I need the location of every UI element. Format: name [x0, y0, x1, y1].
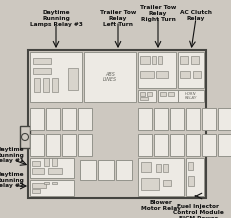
- Bar: [68, 68, 78, 90]
- Bar: [30, 52, 82, 102]
- Bar: [140, 56, 150, 64]
- Bar: [188, 176, 194, 186]
- Bar: [140, 92, 145, 96]
- Bar: [34, 78, 40, 92]
- Bar: [44, 182, 49, 184]
- Bar: [138, 52, 176, 88]
- Bar: [138, 158, 184, 196]
- Bar: [186, 134, 200, 156]
- Bar: [30, 134, 44, 156]
- Bar: [30, 180, 74, 196]
- Bar: [152, 56, 156, 64]
- Bar: [170, 108, 184, 130]
- Bar: [168, 92, 174, 96]
- Bar: [78, 108, 92, 130]
- Bar: [30, 158, 74, 178]
- Bar: [158, 56, 162, 64]
- Bar: [156, 71, 168, 78]
- Bar: [186, 158, 204, 196]
- Text: AC Clutch
Relay: AC Clutch Relay: [180, 10, 212, 21]
- Bar: [44, 158, 49, 166]
- Text: HORN
RELAY: HORN RELAY: [185, 92, 197, 100]
- Bar: [141, 162, 151, 172]
- Bar: [163, 180, 171, 186]
- Bar: [138, 108, 152, 130]
- Bar: [43, 78, 49, 92]
- Bar: [78, 134, 92, 156]
- Bar: [48, 168, 62, 174]
- Bar: [138, 134, 152, 156]
- Text: Daytime
Running
Lamps Relay #2: Daytime Running Lamps Relay #2: [0, 172, 24, 188]
- Bar: [202, 134, 216, 156]
- Text: ABS
LINES: ABS LINES: [103, 72, 117, 82]
- Bar: [33, 58, 51, 64]
- Bar: [180, 56, 188, 64]
- Text: Daytime
Running
Lamps Relay #1: Daytime Running Lamps Relay #1: [0, 147, 24, 163]
- Bar: [28, 50, 206, 198]
- Bar: [84, 52, 136, 102]
- Bar: [32, 189, 40, 193]
- Bar: [32, 183, 46, 188]
- Bar: [62, 134, 76, 156]
- Bar: [33, 68, 51, 74]
- Circle shape: [21, 133, 28, 140]
- Bar: [188, 162, 193, 170]
- Bar: [138, 90, 156, 102]
- Bar: [80, 160, 96, 180]
- Bar: [191, 56, 199, 64]
- Bar: [180, 71, 190, 78]
- Bar: [154, 108, 168, 130]
- Bar: [52, 78, 58, 92]
- Text: Daytime
Running
Lamps Relay #3: Daytime Running Lamps Relay #3: [30, 10, 82, 27]
- Bar: [158, 90, 178, 102]
- Bar: [98, 160, 114, 180]
- Bar: [20, 126, 30, 148]
- Bar: [147, 92, 152, 96]
- Bar: [186, 108, 200, 130]
- Text: Trailer Tow
Relay
Right Turn: Trailer Tow Relay Right Turn: [140, 5, 176, 22]
- Bar: [116, 160, 132, 180]
- Bar: [30, 108, 44, 130]
- Text: Blower
Motor Relay: Blower Motor Relay: [141, 200, 181, 211]
- Text: Fuel Injector
Control Module
FICM Power
Relay: Fuel Injector Control Module FICM Power …: [173, 204, 223, 218]
- Bar: [178, 90, 204, 102]
- Bar: [218, 108, 231, 130]
- Bar: [154, 134, 168, 156]
- Bar: [160, 92, 166, 96]
- Bar: [218, 134, 231, 156]
- Bar: [141, 178, 159, 190]
- Bar: [163, 164, 168, 172]
- Bar: [52, 158, 57, 166]
- Bar: [32, 168, 44, 174]
- Bar: [178, 52, 204, 88]
- Bar: [193, 71, 201, 78]
- Bar: [62, 108, 76, 130]
- Bar: [156, 164, 161, 172]
- Bar: [170, 134, 184, 156]
- Bar: [202, 108, 216, 130]
- Bar: [46, 134, 60, 156]
- Text: Trailer Tow
Relay
Left Turn: Trailer Tow Relay Left Turn: [100, 10, 136, 27]
- Bar: [32, 161, 40, 166]
- Bar: [46, 108, 60, 130]
- Bar: [140, 71, 154, 78]
- Bar: [52, 182, 57, 184]
- Bar: [140, 97, 148, 100]
